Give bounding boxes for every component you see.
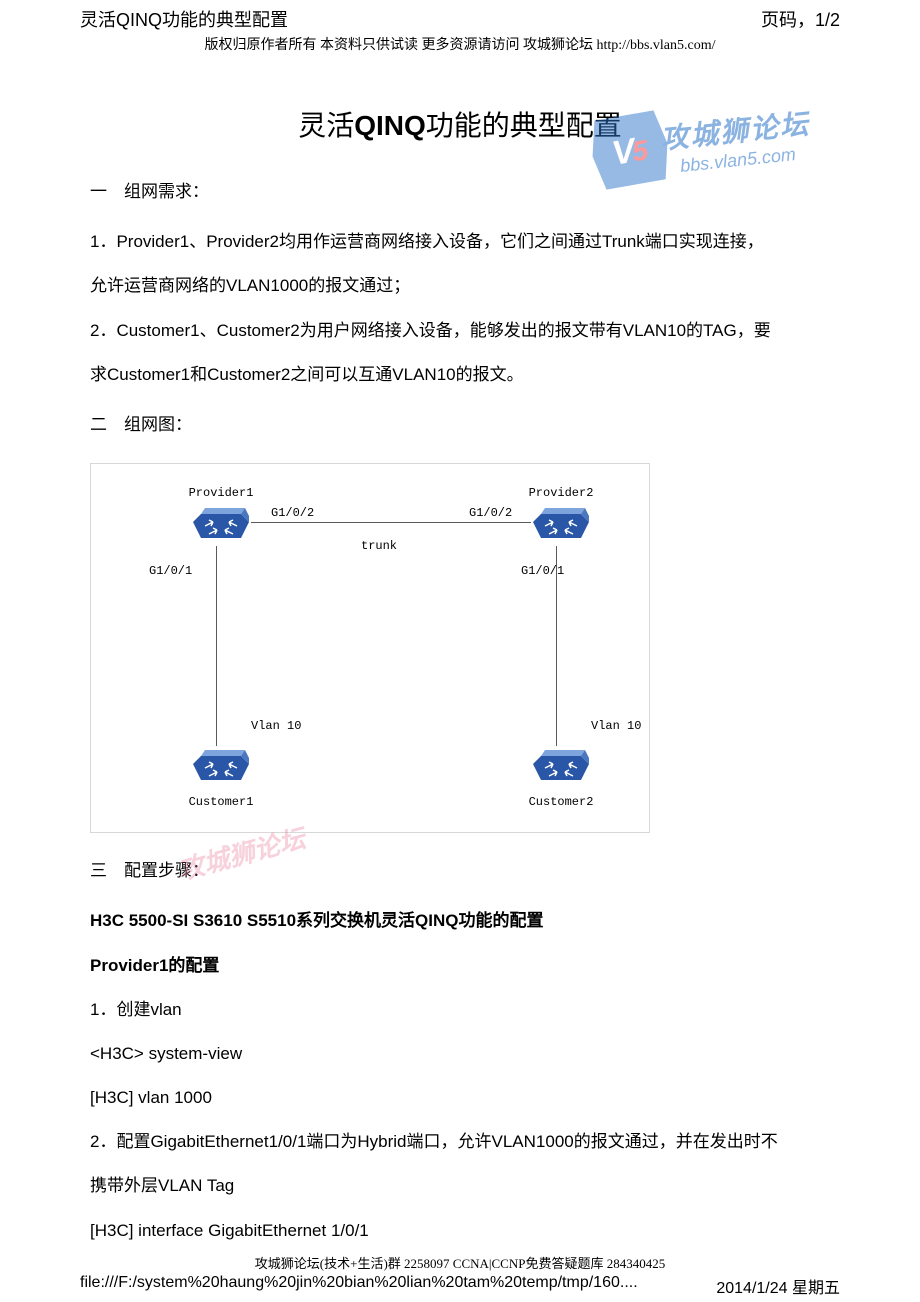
header-title: 灵活QINQ功能的典型配置 xyxy=(80,6,288,32)
section-1-heading: 一 组网需求： xyxy=(90,164,830,220)
section-3-heading: 三 配置步骤： xyxy=(90,843,830,899)
network-diagram: Provider1 Provider2 xyxy=(90,463,650,833)
node-provider1: Provider1 xyxy=(186,486,256,551)
section-3-para-3: [H3C] vlan 1000 xyxy=(90,1076,830,1120)
section-3-para-5: 携带外层VLAN Tag xyxy=(90,1164,830,1208)
section-3-para-1: 1．创建vlan xyxy=(90,988,830,1032)
link-left xyxy=(216,546,217,746)
section-3-bold-2: Provider1的配置 xyxy=(90,944,830,988)
node-customer2-label: Customer2 xyxy=(526,795,596,809)
section-1-para-3: 2．Customer1、Customer2为用户网络接入设备，能够发出的报文带有… xyxy=(90,309,830,353)
section-3-bold-1: H3C 5500-SI S3610 S5510系列交换机灵活QINQ功能的配置 xyxy=(90,899,830,943)
switch-icon xyxy=(533,744,589,788)
port-vlan10-left: Vlan 10 xyxy=(251,719,301,733)
document-body: 一 组网需求： 1．Provider1、Provider2均用作运营商网络接入设… xyxy=(0,164,920,453)
port-p1-g102: G1/0/2 xyxy=(271,506,314,520)
title-part-1: 灵活 xyxy=(298,110,354,141)
section-3-para-6: [H3C] interface GigabitEthernet 1/0/1 xyxy=(90,1209,830,1253)
switch-icon xyxy=(533,502,589,546)
node-provider2-label: Provider2 xyxy=(526,486,596,500)
node-provider1-label: Provider1 xyxy=(186,486,256,500)
port-vlan10-right: Vlan 10 xyxy=(591,719,641,733)
footer-date: 2014/1/24 星期五 xyxy=(716,1274,840,1298)
footer-file-path: file:///F:/system%20haung%20jin%20bian%2… xyxy=(80,1274,638,1298)
switch-icon xyxy=(193,502,249,546)
title-part-bold: QINQ xyxy=(354,110,426,141)
footer-group-info: 攻城狮论坛(技术+生活)群 2258097 CCNA|CCNP免费答疑题库 28… xyxy=(80,1253,840,1272)
section-3-para-2: <H3C> system-view xyxy=(90,1032,830,1076)
port-trunk-label: trunk xyxy=(361,539,397,553)
document-title: 灵活QINQ功能的典型配置 xyxy=(0,74,920,164)
document-body-continued: 三 配置步骤： H3C 5500-SI S3610 S5510系列交换机灵活QI… xyxy=(0,843,920,1253)
section-1-para-4: 求Customer1和Customer2之间可以互通VLAN10的报文。 xyxy=(90,353,830,397)
header-copyright: 版权归原作者所有 本资料只供试读 更多资源请访问 攻城狮论坛 http://bb… xyxy=(0,32,920,74)
node-customer2: Customer2 xyxy=(526,744,596,809)
node-provider2: Provider2 xyxy=(526,486,596,551)
port-p2-g102: G1/0/2 xyxy=(469,506,512,520)
switch-icon xyxy=(193,744,249,788)
node-customer1: Customer1 xyxy=(186,744,256,809)
port-p2-g101: G1/0/1 xyxy=(521,564,564,578)
port-p1-g101: G1/0/1 xyxy=(149,564,192,578)
page-header: 灵活QINQ功能的典型配置 页码，1/2 xyxy=(0,0,920,32)
title-part-3: 功能的典型配置 xyxy=(426,110,622,141)
header-page-num: 页码，1/2 xyxy=(761,6,840,32)
section-3-para-4: 2．配置GigabitEthernet1/0/1端口为Hybrid端口，允许VL… xyxy=(90,1120,830,1164)
page-footer: 攻城狮论坛(技术+生活)群 2258097 CCNA|CCNP免费答疑题库 28… xyxy=(0,1253,920,1298)
section-1-para-2: 允许运营商网络的VLAN1000的报文通过； xyxy=(90,264,830,308)
section-2-heading: 二 组网图： xyxy=(90,397,830,453)
section-1-para-1: 1．Provider1、Provider2均用作运营商网络接入设备，它们之间通过… xyxy=(90,220,830,264)
link-trunk xyxy=(251,522,531,523)
node-customer1-label: Customer1 xyxy=(186,795,256,809)
